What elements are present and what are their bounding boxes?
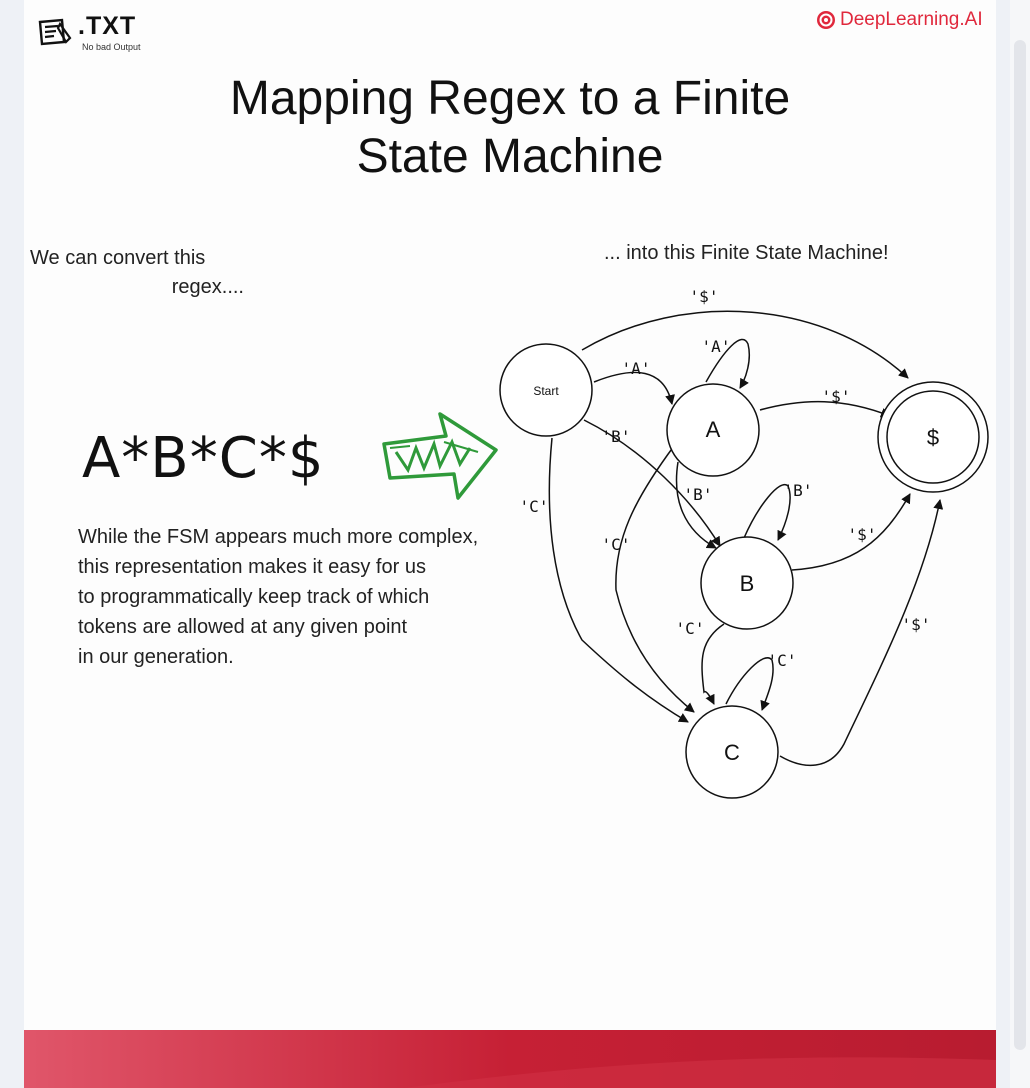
regex-caption-line-2: regex....	[171, 276, 244, 298]
edge-label-c-loop: 'C'	[768, 651, 797, 670]
state-end-label: $	[927, 425, 939, 450]
edge-label-start-c: 'C'	[520, 497, 549, 516]
edge-start-end	[581, 310, 909, 379]
fsm-diagram: Start A B C $ '$' 'A' 'A' '$' 'B' 'B' 'B…	[499, 287, 989, 799]
edge-a-c	[615, 445, 695, 713]
title-line-2: State Machine	[356, 130, 664, 183]
explanation-line: to programmatically keep track of which	[78, 586, 430, 608]
state-end-inner	[886, 390, 980, 484]
edge-c-end	[779, 499, 944, 767]
edge-label-start-a: 'A'	[622, 359, 651, 378]
regex-expression: A*B*C*$	[82, 426, 325, 491]
deeplearning-icon	[817, 11, 835, 29]
edge-a-loop	[705, 338, 751, 389]
edge-b-loop	[743, 483, 791, 541]
edge-a-b	[675, 461, 717, 549]
explanation-line: this representation makes it easy for us	[78, 556, 426, 578]
edge-start-c	[548, 437, 689, 723]
txt-logo: .TXT No bad Output	[36, 12, 176, 52]
fsm-caption: ... into this Finite State Machine!	[604, 242, 889, 264]
edge-label-b-end: '$'	[848, 525, 877, 544]
deeplearning-logo-text: DeepLearning.AI	[840, 9, 983, 30]
explanation-line: While the FSM appears much more complex,	[78, 526, 479, 548]
slide-title: Mapping Regex to a Finite State Machine	[144, 70, 876, 186]
edge-b-c	[701, 623, 725, 705]
hand-drawn-arrow-icon	[382, 412, 498, 500]
deeplearning-logo: DeepLearning.AI	[816, 8, 983, 32]
edge-start-b	[583, 419, 721, 547]
explanation-line: in our generation.	[78, 646, 234, 668]
edge-label-a-loop: 'A'	[702, 337, 731, 356]
edge-label-start-end: '$'	[690, 287, 719, 306]
edge-label-b-c: 'C'	[676, 619, 705, 638]
scrollbar-thumb[interactable]	[1014, 40, 1026, 1050]
state-a-label: A	[706, 417, 721, 442]
edge-label-c-end: '$'	[902, 615, 931, 634]
edge-start-a	[593, 371, 675, 405]
state-a	[666, 383, 760, 477]
edge-c-loop	[725, 657, 774, 711]
edge-b-end	[791, 493, 911, 571]
edge-label-a-c: 'C'	[602, 535, 631, 554]
edge-label-start-b: 'B'	[602, 427, 631, 446]
state-c-label: C	[724, 740, 740, 765]
edge-label-b-loop: 'B'	[784, 481, 813, 500]
slide: .TXT No bad Output DeepLearning.AI Mappi…	[24, 0, 996, 1088]
explanation-text: While the FSM appears much more complex,…	[78, 522, 548, 672]
txt-logo-name: .TXT	[78, 12, 137, 40]
edge-label-a-end: '$'	[822, 387, 851, 406]
footer-band	[24, 1030, 996, 1088]
state-c	[685, 705, 779, 799]
txt-logo-tagline: No bad Output	[82, 42, 141, 52]
state-b	[700, 536, 794, 630]
title-line-1: Mapping Regex to a Finite	[229, 72, 791, 125]
edge-label-a-b: 'B'	[684, 485, 713, 504]
state-b-label: B	[740, 571, 755, 596]
regex-caption-line-1: We can convert this	[30, 247, 206, 269]
state-start-label: Start	[533, 384, 559, 398]
notepad-icon	[38, 18, 72, 46]
regex-caption: We can convert this regex....	[30, 244, 244, 302]
state-start	[499, 343, 593, 437]
edge-a-end	[759, 400, 891, 418]
explanation-line: tokens are allowed at any given point	[78, 616, 408, 638]
